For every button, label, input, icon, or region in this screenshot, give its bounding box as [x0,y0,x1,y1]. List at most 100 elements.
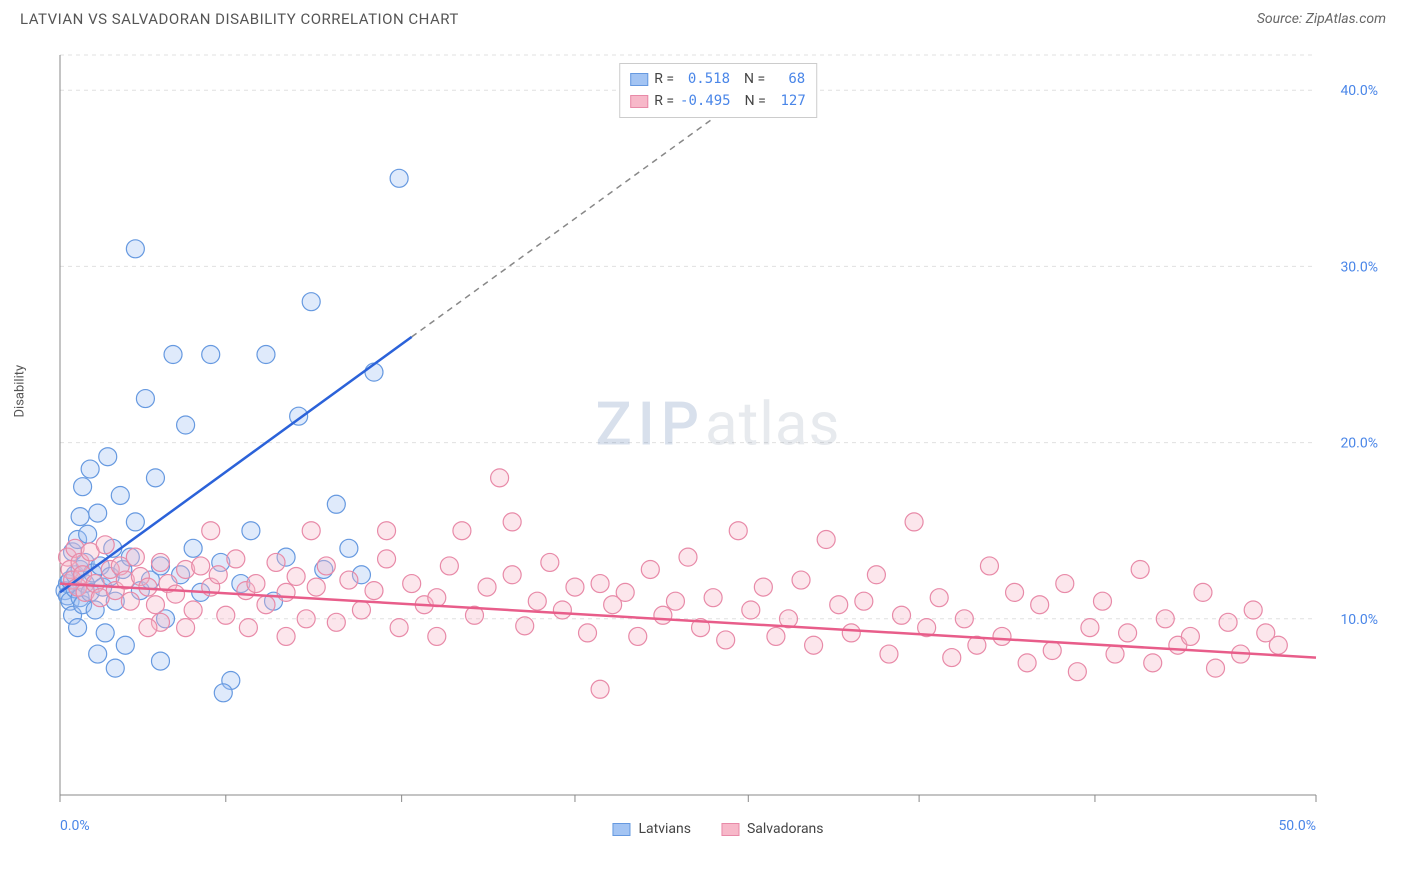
legend-row: R =0.518N =68 [630,68,806,90]
data-point [96,536,114,554]
series-legend: Latvians Salvadorans [612,821,823,837]
data-point [74,478,92,496]
data-point [111,486,129,504]
legend-item: Salvadorans [721,821,824,837]
data-point [317,557,335,575]
data-point [1119,624,1137,642]
data-point [428,589,446,607]
data-point [247,575,265,593]
data-point [365,582,383,600]
legend-row: R =-0.495N =127 [630,90,806,112]
data-point [666,592,684,610]
data-point [742,601,760,619]
data-point [993,627,1011,645]
data-point [79,525,97,543]
data-point [1106,645,1124,663]
x-tick-label: 0.0% [60,818,90,834]
r-value: 0.518 [680,68,730,90]
data-point [855,592,873,610]
legend-item: Latvians [612,821,691,837]
data-point [528,592,546,610]
data-point [905,513,923,531]
data-point [1181,627,1199,645]
data-point [126,513,144,531]
data-point [729,522,747,540]
n-label: N = [744,68,765,90]
data-point [579,624,597,642]
source-label: Source: ZipAtlas.com [1257,11,1386,27]
data-point [792,571,810,589]
series-salvadorans [59,469,1288,698]
data-point [1093,592,1111,610]
legend-label: Latvians [638,821,691,837]
data-point [440,557,458,575]
data-point [302,522,320,540]
data-point [1219,613,1237,631]
data-point [257,596,275,614]
data-point [1144,654,1162,672]
r-label: R = [654,68,674,90]
chart-title: LATVIAN VS SALVADORAN DISABILITY CORRELA… [20,10,459,28]
data-point [503,566,521,584]
data-point [1056,575,1074,593]
data-point [1018,654,1036,672]
data-point [89,645,107,663]
chart-area: Disability 10.0%20.0%30.0%40.0%0.0%50.0%… [50,45,1386,835]
n-value: 127 [772,90,806,112]
data-point [378,550,396,568]
data-point [566,578,584,596]
data-point [1194,583,1212,601]
data-point [184,601,202,619]
data-point [704,589,722,607]
data-point [327,495,345,513]
legend-label: Salvadorans [747,821,824,837]
data-point [453,522,471,540]
data-point [817,531,835,549]
data-point [151,553,169,571]
data-point [880,645,898,663]
data-point [390,619,408,637]
data-point [257,346,275,364]
data-point [242,522,260,540]
data-point [146,469,164,487]
n-label: N = [745,90,766,112]
data-point [867,566,885,584]
data-point [139,578,157,596]
data-point [121,592,139,610]
data-point [378,522,396,540]
data-point [227,550,245,568]
r-value: -0.495 [680,90,731,112]
data-point [629,627,647,645]
data-point [106,659,124,677]
data-point [136,390,154,408]
data-point [214,684,232,702]
data-point [126,548,144,566]
data-point [287,568,305,586]
data-point [239,619,257,637]
data-point [654,606,672,624]
data-point [99,448,117,466]
data-point [1081,619,1099,637]
data-point [390,169,408,187]
data-point [980,557,998,575]
data-point [1043,642,1061,660]
data-point [1244,601,1262,619]
scatter-plot: 10.0%20.0%30.0%40.0%0.0%50.0% [50,45,1386,835]
data-point [842,624,860,642]
data-point [955,610,973,628]
data-point [340,571,358,589]
data-point [217,606,235,624]
legend-swatch [612,823,630,836]
x-tick-label: 50.0% [1278,818,1316,834]
data-point [307,578,325,596]
data-point [209,566,227,584]
data-point [591,575,609,593]
data-point [1269,636,1287,654]
y-tick-label: 10.0% [1340,612,1378,628]
data-point [754,578,772,596]
data-point [679,548,697,566]
data-point [541,553,559,571]
data-point [1031,596,1049,614]
data-point [302,293,320,311]
data-point [767,627,785,645]
